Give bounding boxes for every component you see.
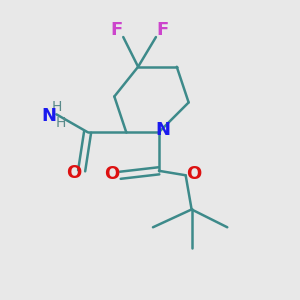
Text: O: O — [104, 165, 120, 183]
Text: O: O — [67, 164, 82, 182]
Text: H: H — [56, 116, 66, 130]
Text: O: O — [186, 165, 202, 183]
Text: H: H — [51, 100, 62, 114]
Text: F: F — [111, 21, 123, 39]
Text: N: N — [41, 107, 56, 125]
Text: N: N — [156, 121, 171, 139]
Text: F: F — [156, 21, 169, 39]
